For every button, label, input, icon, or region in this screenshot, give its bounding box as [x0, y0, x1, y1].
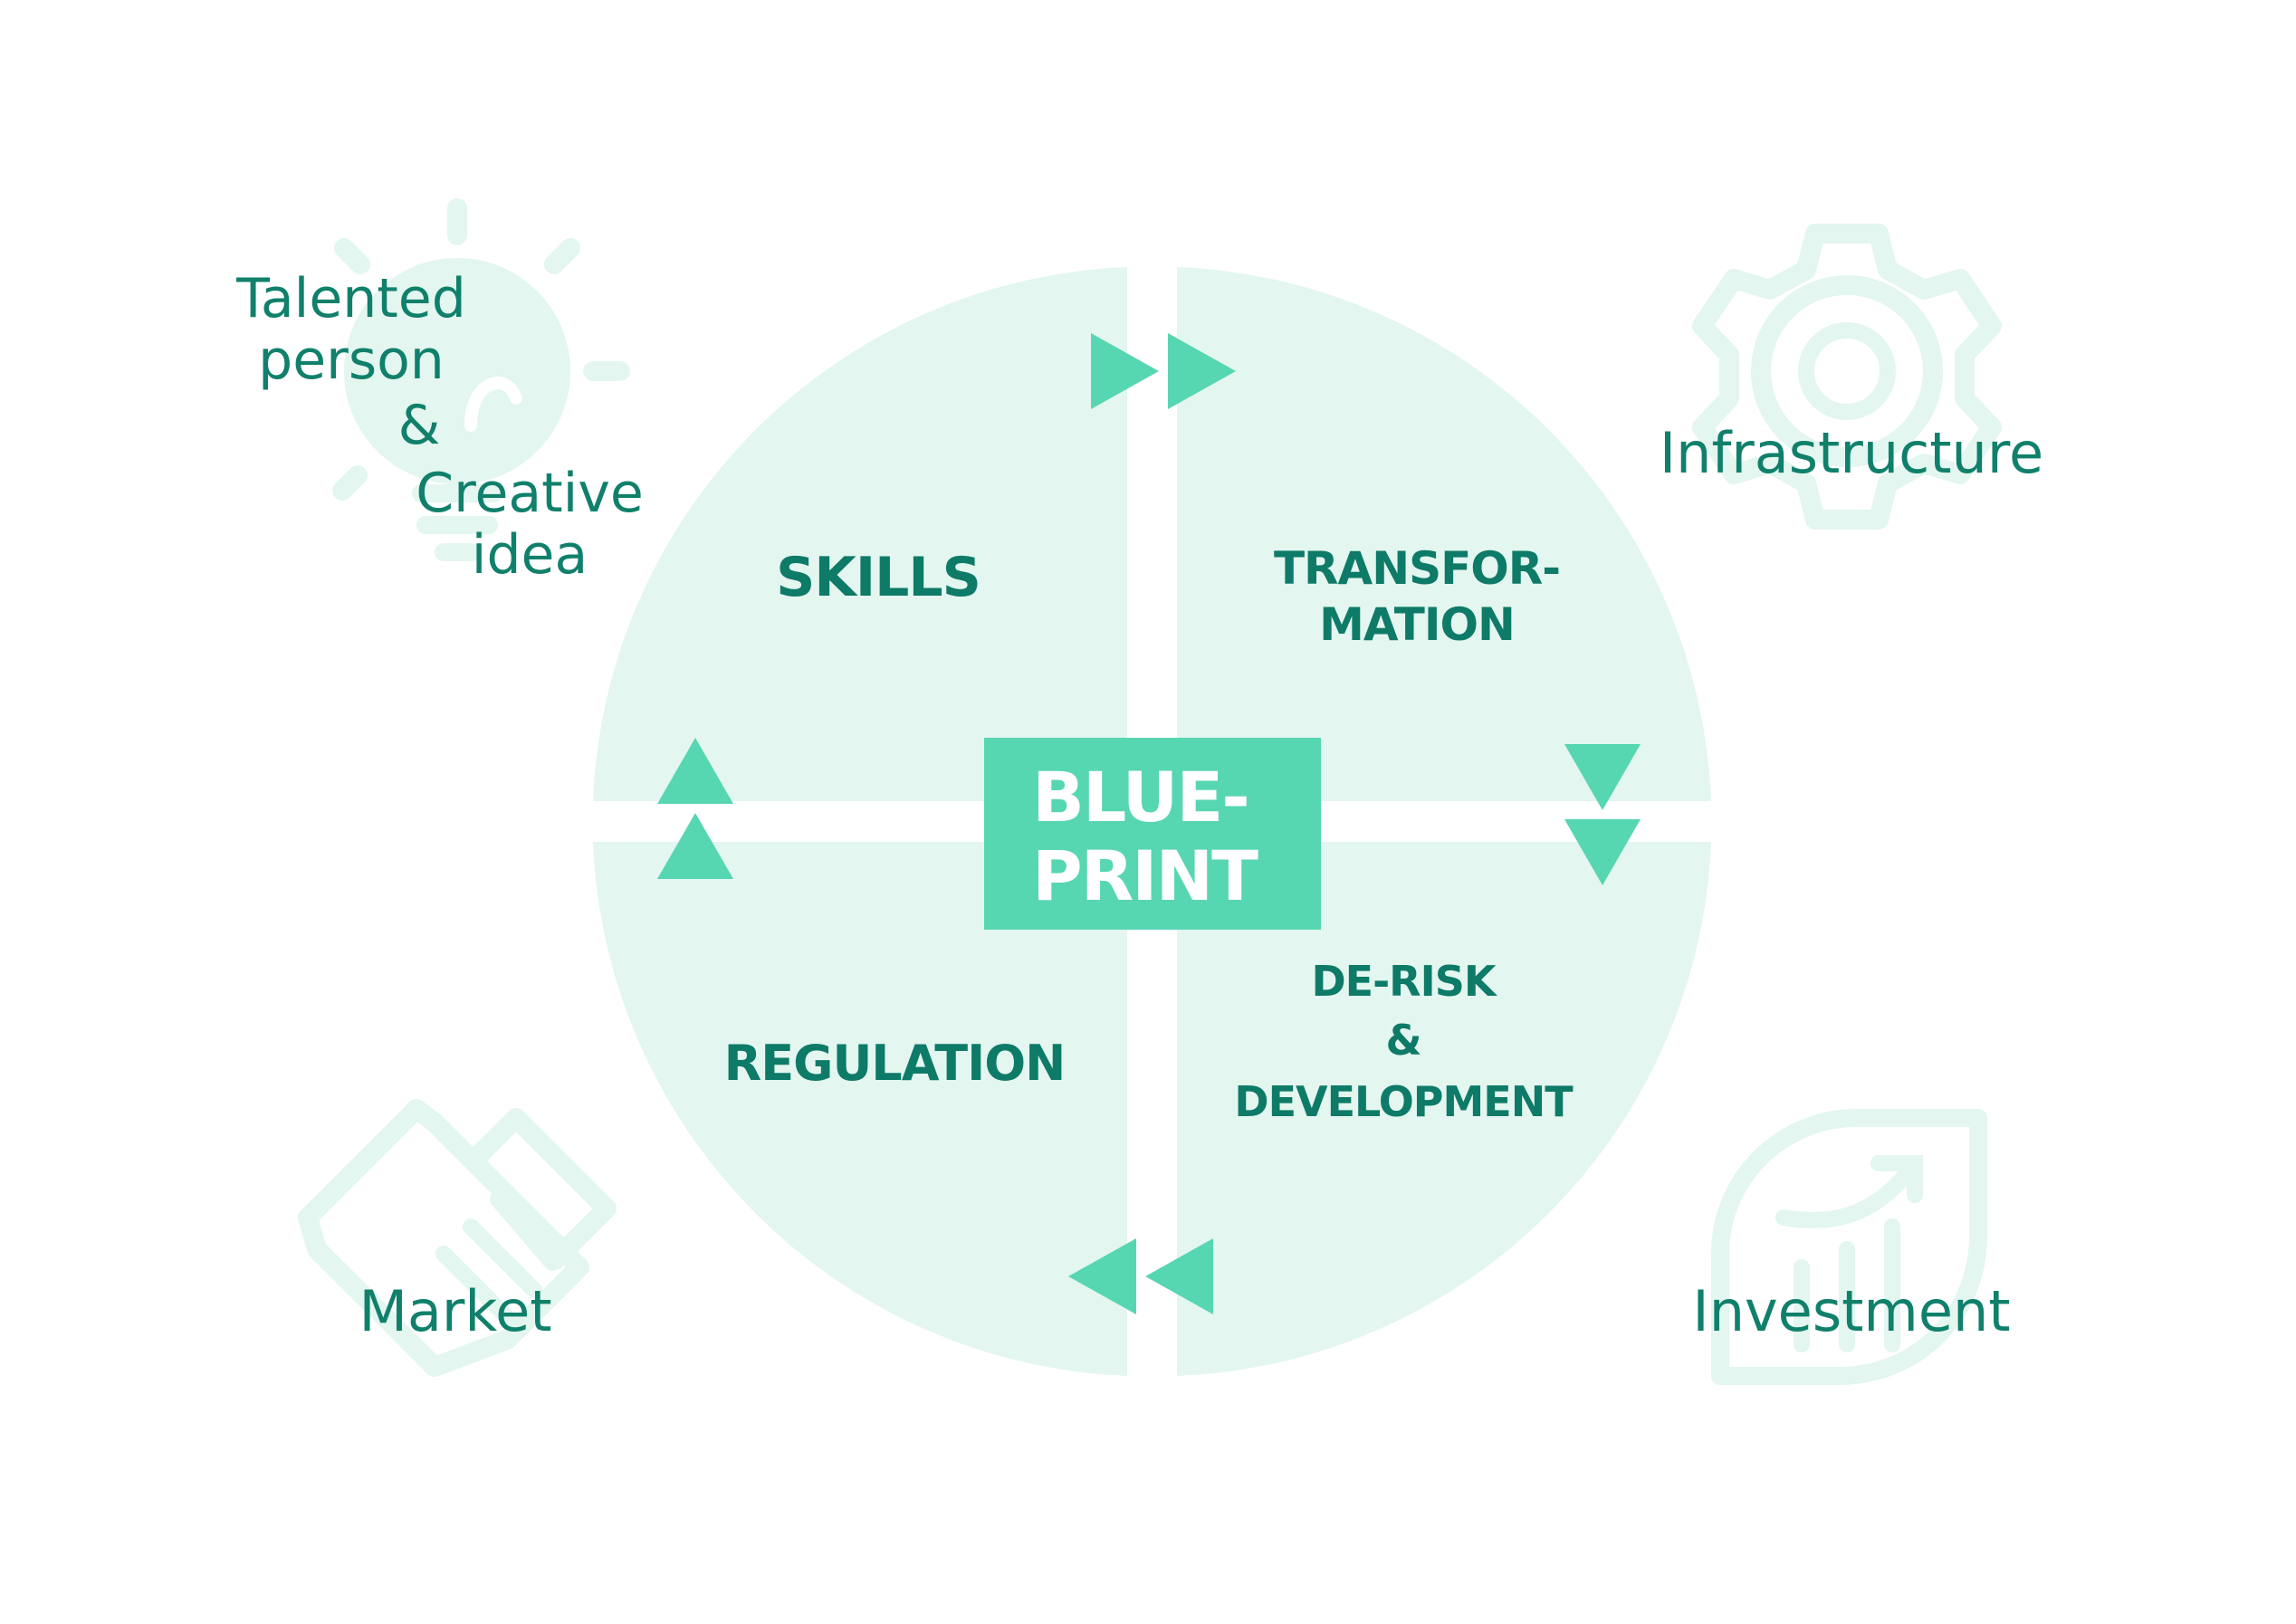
lightbulb-icon [332, 198, 630, 561]
quadrant-regulation [593, 842, 1127, 1376]
blueprint-label-line2: PRINT [1032, 836, 1258, 916]
corner-label-ampersand: & [398, 394, 441, 457]
quadrant-label-skills: SKILLS [776, 546, 981, 609]
corner-label-idea: idea [472, 523, 588, 587]
corner-label-person: person [258, 329, 445, 392]
corner-label-creative: Creative [416, 462, 644, 525]
quadrant-transformation [1177, 267, 1711, 801]
arrow-down-right [1564, 744, 1641, 885]
corner-label-talented: Talented [235, 267, 466, 330]
quadrant-label-derisk-line2: & [1385, 1016, 1421, 1065]
quadrant-skills [593, 267, 1127, 801]
corner-label-market: Market [359, 1278, 551, 1344]
corner-label-investment: Investment [1692, 1278, 2010, 1344]
blueprint-box [984, 738, 1321, 930]
arrow-right-top [1091, 333, 1236, 409]
arrow-up-left [657, 738, 733, 879]
quadrant-label-derisk-line1: DE-RISK [1311, 957, 1497, 1006]
blueprint-label-line1: BLUE- [1032, 757, 1248, 837]
quadrant-label-transformation-line1: TRANSFOR- [1274, 542, 1560, 595]
corner-label-infrastructure: Infrastructure [1660, 420, 2043, 486]
quadrant-label-transformation-line2: MATION [1319, 598, 1515, 651]
gear-icon [1692, 224, 2002, 530]
quadrant-label-regulation: REGULATION [724, 1035, 1066, 1092]
growth-chart-icon [1711, 1109, 1987, 1385]
handshake-icon [298, 1099, 617, 1377]
quadrant-label-derisk-line3: DEVELOPMENT [1234, 1077, 1574, 1126]
arrow-left-bottom [1068, 1238, 1213, 1314]
